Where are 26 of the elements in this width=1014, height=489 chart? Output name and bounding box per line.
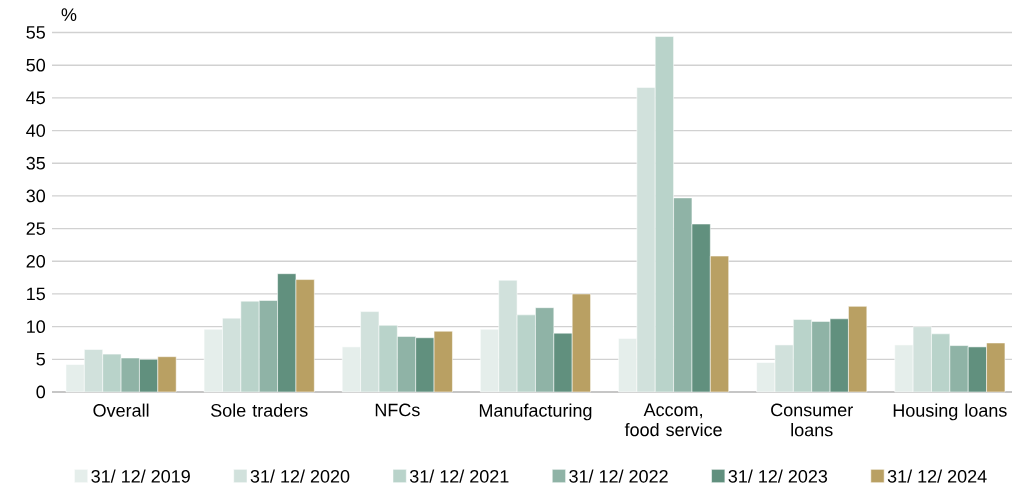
- legend-label: 31/ 12/ 2024: [887, 469, 987, 483]
- legend-label: 31/ 12/ 2022: [569, 469, 668, 483]
- y-axis-title: %: [61, 8, 77, 21]
- y-tick-label: 40: [26, 124, 46, 137]
- y-tick-label: 50: [26, 58, 46, 72]
- x-tick-label: Housing loans: [893, 403, 1007, 421]
- y-tick-label: 10: [27, 320, 46, 333]
- x-tick-label: Consumer loans: [771, 403, 853, 437]
- y-tick-label: 55: [26, 26, 45, 39]
- y-tick-label: 35: [26, 156, 45, 170]
- x-tick-label: NFCs: [375, 403, 420, 417]
- x-tick-label: Overall: [93, 403, 149, 417]
- y-tick-label: 15: [27, 287, 45, 301]
- y-tick-label: 5: [36, 353, 45, 366]
- legend-label: 31/ 12/ 2020: [250, 469, 350, 483]
- legend-label: 31/ 12/ 2021: [409, 469, 509, 483]
- x-tick-label: Accom, food service: [624, 403, 722, 437]
- x-tick-label: Manufacturing: [479, 403, 592, 421]
- y-tick-label: 45: [26, 91, 45, 105]
- x-tick-label: Sole traders: [211, 403, 308, 417]
- y-tick-label: 0: [36, 385, 46, 399]
- y-tick-label: 20: [26, 254, 46, 268]
- legend-label: 31/ 12/ 2019: [91, 469, 190, 483]
- legend-label: 31/ 12/ 2023: [728, 469, 828, 483]
- y-tick-label: 25: [26, 222, 45, 235]
- y-tick-label: 30: [26, 189, 46, 203]
